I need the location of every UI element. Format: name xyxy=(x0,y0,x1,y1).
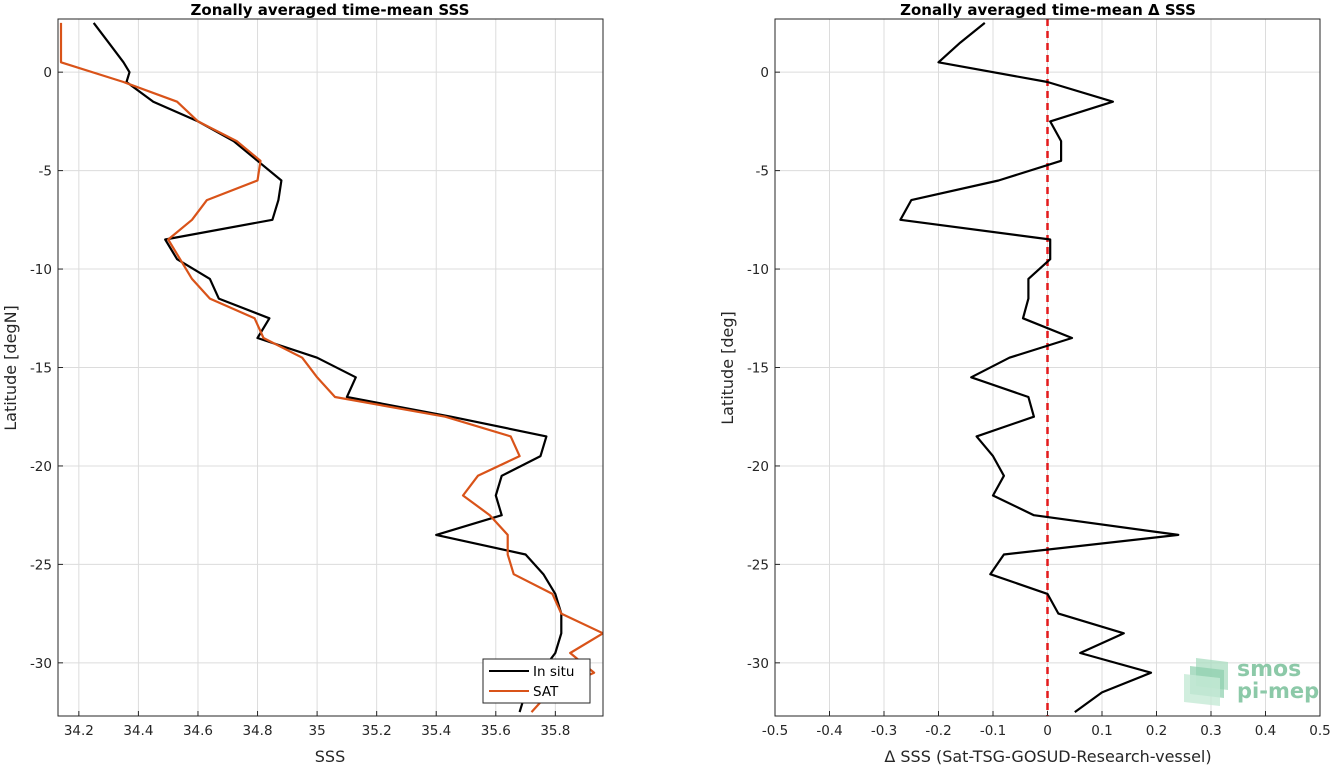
legend-box xyxy=(482,658,591,704)
delta-sss-y-tick-label: -15 xyxy=(747,361,769,377)
delta-sss-y-tick-label: 0 xyxy=(760,65,769,81)
delta-sss-axes-box xyxy=(774,18,1321,717)
sss-x-axis-label: SSS xyxy=(315,747,345,765)
logo-wave-icon xyxy=(1184,658,1228,706)
sss-y-tick-label: -5 xyxy=(39,164,52,180)
sss-x-tick-label: 35.6 xyxy=(481,723,511,739)
delta-sss-panel: -0.5 -0.4 -0.3 -0.2 -0.1 0 0.1 0.2 0.3 0.4 0.5 0 -5… xyxy=(718,1,1331,765)
delta-sss-x-tick-label: 0.4 xyxy=(1255,723,1276,739)
sss-x-tick-label: 34.8 xyxy=(243,723,273,739)
sss-y-tick-label: 0 xyxy=(43,65,52,81)
sss-x-tick-label: 34.6 xyxy=(183,723,213,739)
sss-x-tick-label: 34.4 xyxy=(123,723,153,739)
delta-sss-x-ticks: -0.5 -0.4 -0.3 -0.2 -0.1 0 0.1 0.2 0.3 0.4 0.5 xyxy=(762,711,1331,739)
sss-y-axis-label: Latitude [degN] xyxy=(1,305,20,431)
delta-sss-x-tick-label: 0.5 xyxy=(1309,723,1330,739)
delta-sss-y-tick-label: -30 xyxy=(747,656,769,672)
logo-text-smos: smos xyxy=(1237,657,1301,682)
legend-label-in-situ: In situ xyxy=(533,664,574,680)
sss-chart-title: Zonally averaged time-mean SSS xyxy=(191,1,470,19)
delta-sss-x-axis-label: Δ SSS (Sat-TSG-GOSUD-Research-vessel) xyxy=(884,747,1211,765)
sss-axes-box xyxy=(57,18,604,717)
sss-series-group xyxy=(59,22,603,713)
delta-sss-x-tick-label: -0.4 xyxy=(816,723,842,739)
delta-sss-x-tick-label: -0.3 xyxy=(871,723,897,739)
delta-sss-y-ticks: 0 -5 -10 -15 -20 -25 -30 xyxy=(747,65,780,672)
sss-x-tick-label: 35 xyxy=(309,723,326,739)
sss-x-tick-label: 35.8 xyxy=(540,723,570,739)
sss-x-tick-label: 35.2 xyxy=(362,723,392,739)
sss-grid xyxy=(58,19,603,716)
delta-sss-y-tick-label: -25 xyxy=(747,557,769,573)
sss-legend: In situ SAT xyxy=(482,658,591,704)
sss-x-ticks: 34.2 34.4 34.6 34.8 35 35.2 35.4 35.6 35.8 xyxy=(64,711,570,739)
delta-sss-y-axis-label: Latitude [deg] xyxy=(718,311,737,425)
delta-sss-chart-title: Zonally averaged time-mean Δ SSS xyxy=(900,1,1196,19)
delta-sss-x-tick-label: -0.1 xyxy=(980,723,1006,739)
sss-series-line-sat xyxy=(59,22,603,713)
delta-sss-y-tick-label: -10 xyxy=(747,262,769,278)
delta-sss-x-tick-label: -0.2 xyxy=(925,723,951,739)
sss-y-tick-label: -10 xyxy=(30,262,52,278)
sss-y-tick-label: -30 xyxy=(30,656,52,672)
sss-y-tick-label: -20 xyxy=(30,459,52,475)
delta-sss-x-tick-label: 0 xyxy=(1043,723,1052,739)
sss-y-ticks: 0 -5 -10 -15 -20 -25 -30 xyxy=(30,65,63,672)
sss-x-tick-label: 35.4 xyxy=(421,723,451,739)
delta-sss-y-tick-label: -5 xyxy=(756,164,769,180)
delta-sss-x-tick-label: -0.5 xyxy=(762,723,788,739)
logo-text-pi-mep: pi-mep xyxy=(1237,679,1319,703)
delta-sss-y-tick-label: -20 xyxy=(747,459,769,475)
sss-y-tick-label: -15 xyxy=(30,361,52,377)
sss-profile-panel: 34.2 34.4 34.6 34.8 35 35.2 35.4 35.6 35.8 0 -5 -1… xyxy=(1,1,604,765)
legend-label-sat: SAT xyxy=(533,684,559,700)
delta-sss-series-line-delta xyxy=(899,22,1180,713)
smos-pi-mep-logo: smos pi-mep xyxy=(1184,657,1319,706)
sss-y-tick-label: -25 xyxy=(30,557,52,573)
sss-x-tick-label: 34.2 xyxy=(64,723,94,739)
delta-sss-x-tick-label: 0.3 xyxy=(1200,723,1221,739)
delta-sss-series-group xyxy=(899,22,1180,713)
delta-sss-x-tick-label: 0.2 xyxy=(1146,723,1167,739)
delta-sss-x-tick-label: 0.1 xyxy=(1091,723,1112,739)
